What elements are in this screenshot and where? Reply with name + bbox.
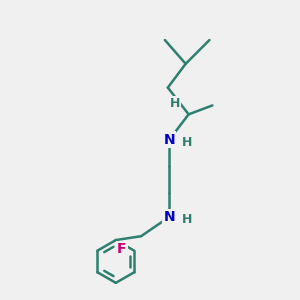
Text: H: H — [182, 136, 192, 149]
Text: F: F — [117, 242, 127, 256]
Text: H: H — [170, 98, 181, 110]
Text: H: H — [182, 213, 192, 226]
Text: N: N — [164, 133, 175, 147]
Text: N: N — [164, 210, 175, 224]
